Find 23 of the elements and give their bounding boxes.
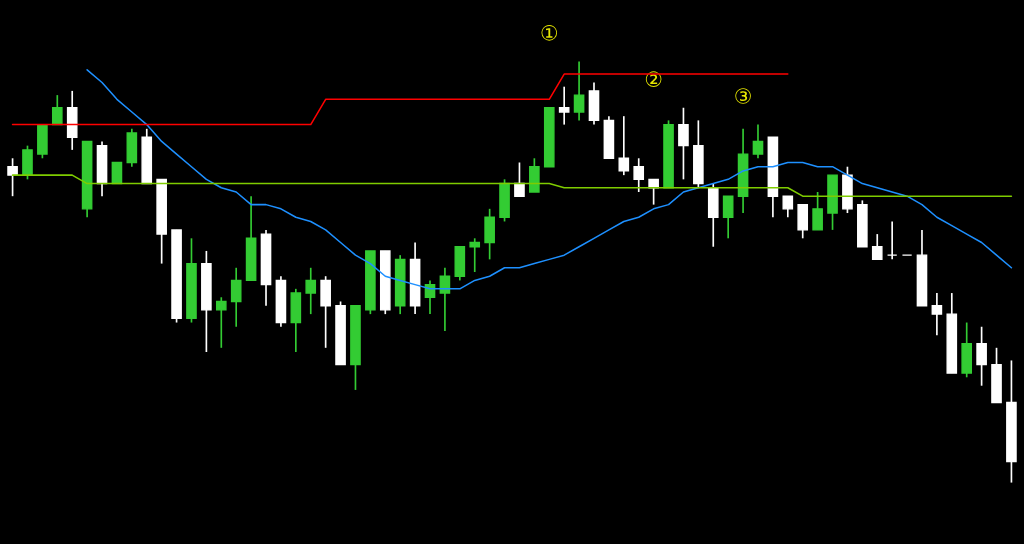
candlestick xyxy=(633,157,645,193)
candlestick xyxy=(469,237,481,273)
text: ① xyxy=(541,25,558,41)
candlestick xyxy=(678,106,689,181)
annotation: ② xyxy=(645,71,662,87)
candlestick xyxy=(215,296,227,349)
candlestick xyxy=(7,157,18,198)
candlestick xyxy=(871,233,883,261)
candlestick xyxy=(230,266,242,328)
candlestick xyxy=(573,60,585,122)
candlestick xyxy=(514,161,525,198)
candlestick xyxy=(782,195,794,219)
candlestick xyxy=(976,325,987,387)
candlestick xyxy=(305,266,317,315)
candlestick xyxy=(51,94,63,126)
candlestick xyxy=(618,115,630,176)
candlestick xyxy=(812,191,823,231)
candlestick xyxy=(722,195,734,240)
annotation: ③ xyxy=(735,88,751,104)
candlestick xyxy=(752,123,764,160)
candlestick xyxy=(886,220,898,261)
candlestick xyxy=(558,85,570,126)
candlestick xyxy=(931,292,943,337)
